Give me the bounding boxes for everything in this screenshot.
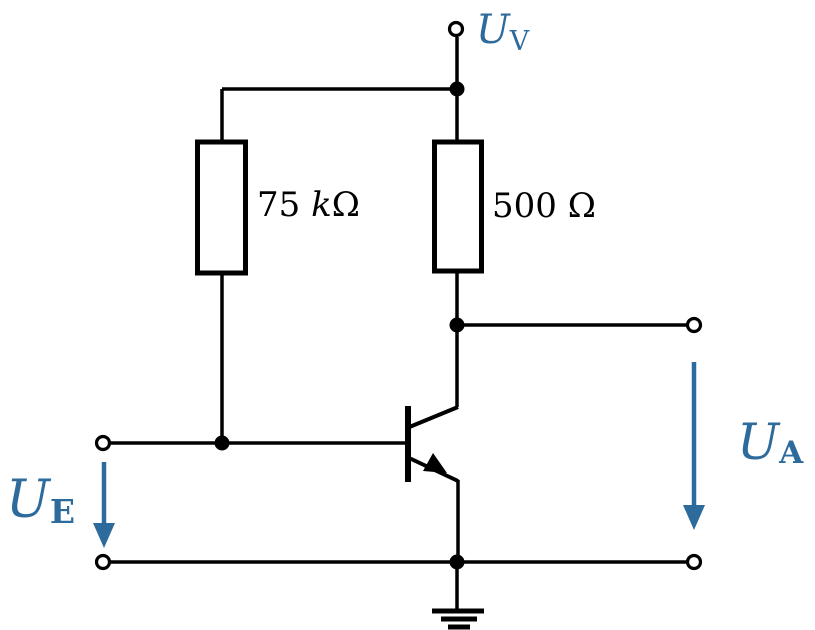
junction-dot-emitter-ground (449, 554, 465, 570)
input-voltage-arrow-icon (93, 462, 115, 548)
collector-resistor-value: 500 (492, 186, 568, 226)
supply-voltage-label: UV (476, 7, 530, 57)
base-resistor-label: 75 kΩ (257, 185, 360, 225)
output-voltage-arrow-head (683, 505, 705, 530)
base-resistor-body (195, 139, 248, 276)
input-terminal-circle (94, 434, 112, 452)
supply-voltage-subscript: V (509, 26, 530, 57)
output-voltage-subscript: A (778, 435, 804, 471)
output-voltage-symbol: U (737, 413, 781, 471)
output-voltage-label: UA (737, 413, 804, 471)
output-voltage-arrow-icon (683, 362, 705, 530)
junction-dot-top-rail (449, 81, 465, 97)
base-resistor-multiplier: k (311, 185, 332, 225)
collector-resistor-label: 500 Ω (492, 186, 596, 226)
supply-voltage-symbol: U (476, 7, 511, 53)
collector-resistor-body (432, 139, 484, 274)
output-terminal-circle (685, 316, 703, 334)
wires (111, 37, 688, 609)
input-voltage-subscript: E (50, 492, 75, 531)
base-resistor-unit: Ω (332, 185, 360, 225)
input-voltage-arrow-head (93, 523, 115, 548)
ground-icon (432, 608, 484, 630)
supply-terminal-circle (447, 20, 465, 38)
base-resistor-value: 75 (257, 185, 311, 225)
transistor-collector-lead (406, 405, 459, 430)
junction-dot-collector-output (449, 317, 465, 333)
transistor (405, 405, 459, 483)
input-voltage-symbol: U (6, 470, 52, 530)
transistor-emitter-arrow-icon (423, 453, 447, 473)
input-voltage-label: UE (6, 470, 75, 531)
junction-dot-base (214, 435, 230, 451)
collector-resistor-unit: Ω (568, 186, 596, 226)
output-return-terminal-circle (685, 553, 703, 571)
input-return-terminal-circle (94, 553, 112, 571)
